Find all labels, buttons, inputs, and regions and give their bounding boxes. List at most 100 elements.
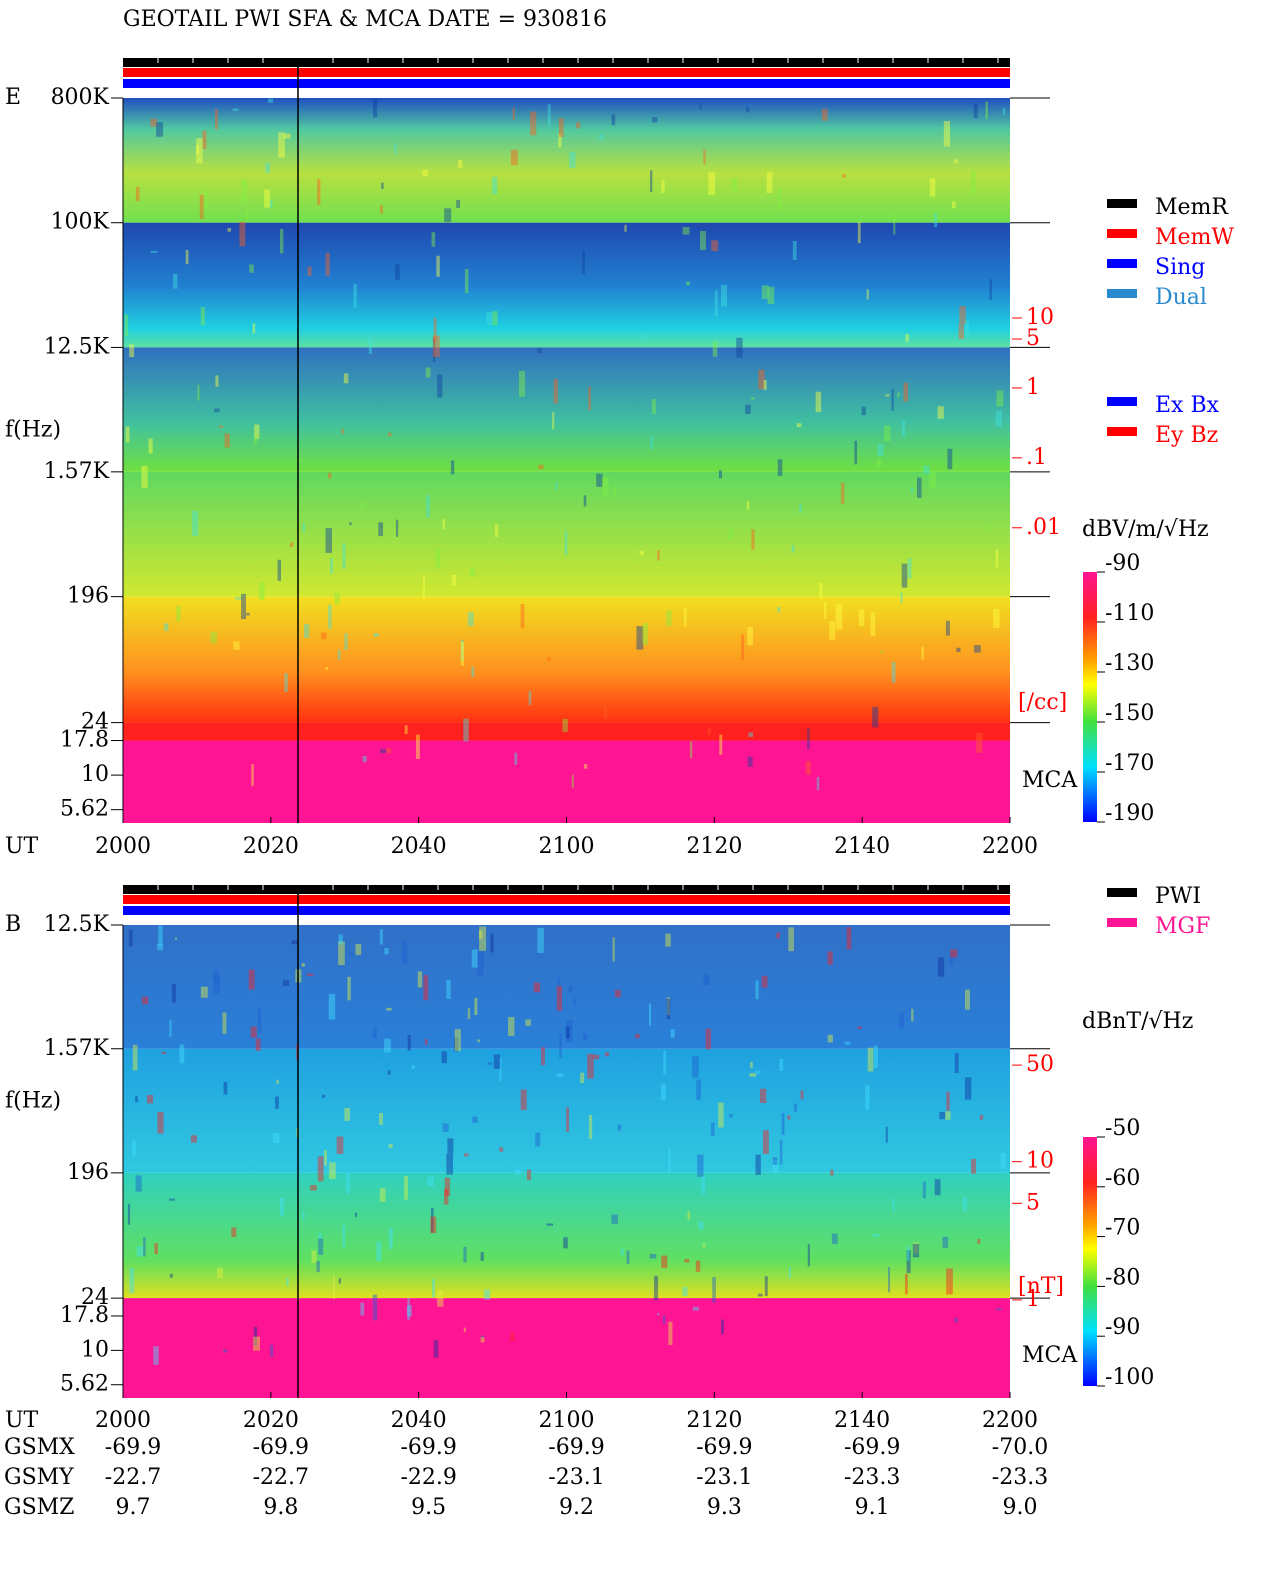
spectrogram-texture <box>463 1153 469 1157</box>
spectrogram-texture <box>499 1058 502 1082</box>
spectrogram-texture <box>306 973 314 976</box>
spectrogram-texture <box>741 634 745 660</box>
spectrogram-texture <box>708 172 716 195</box>
spectrogram-texture <box>910 487 914 494</box>
spectrogram-texture <box>604 1052 609 1057</box>
spectrogram-texture <box>176 605 181 622</box>
colorbar-tick-label: -150 <box>1105 701 1154 726</box>
spectrogram-texture <box>386 1007 392 1011</box>
spectrogram-texture <box>520 1089 527 1111</box>
spectrogram-texture <box>701 1176 706 1195</box>
spectrogram-texture <box>569 151 576 168</box>
x-tick-label: 2040 <box>391 1408 447 1433</box>
spectrogram-texture <box>196 144 199 155</box>
spectrogram-texture <box>494 524 499 538</box>
colorbar-tick-label: -110 <box>1105 601 1154 626</box>
spectrogram-texture <box>748 732 754 737</box>
spectrogram-texture <box>379 1188 386 1202</box>
orbit-value: -69.9 <box>105 1435 161 1460</box>
spectrogram-texture <box>520 604 525 629</box>
spectrogram-texture <box>762 1130 769 1155</box>
spectrogram-texture <box>666 998 671 1020</box>
spectrogram-texture <box>135 1096 138 1103</box>
y-tick-label: 12.5K <box>44 912 110 937</box>
spectrogram-texture <box>136 1246 144 1257</box>
spectrogram-texture <box>857 222 861 244</box>
spectrogram-texture <box>454 1029 461 1052</box>
orbit-value: 9.5 <box>411 1495 446 1520</box>
spectrogram-texture <box>317 179 321 205</box>
spectrogram-texture <box>161 1051 166 1055</box>
spectrogram-texture <box>682 227 690 235</box>
spectrogram-texture <box>233 641 240 650</box>
spectrogram-texture <box>442 519 446 530</box>
spectrogram-texture <box>329 1162 336 1179</box>
spectrogram-texture <box>973 103 978 119</box>
spectrogram-texture <box>916 477 922 498</box>
spectrogram-texture <box>663 1050 666 1075</box>
spectrogram-texture <box>307 266 312 276</box>
spectrogram-texture <box>904 1273 908 1295</box>
spectrogram-texture <box>127 1203 131 1225</box>
spectrogram-texture <box>827 951 833 965</box>
spectrogram-texture <box>386 747 392 754</box>
orbit-value: -23.1 <box>696 1465 752 1490</box>
spectrogram-texture <box>718 470 723 479</box>
spectrogram-texture <box>342 1225 346 1249</box>
spectrogram-texture <box>345 1173 350 1194</box>
spectrogram-texture <box>599 134 604 140</box>
spectrogram-texture <box>253 1326 258 1347</box>
spectrogram-texture <box>512 107 515 120</box>
spectrogram-texture <box>1002 107 1005 116</box>
spectrogram-texture <box>830 1169 834 1176</box>
orbit-value: 9.8 <box>263 1495 298 1520</box>
spectrogram-texture <box>906 1245 910 1261</box>
spectrogram-texture <box>248 969 255 990</box>
colorbar-tick-label: -130 <box>1105 651 1154 676</box>
spectrogram-texture <box>657 550 660 561</box>
spectrogram-texture <box>174 937 178 940</box>
spectrogram-texture <box>831 1233 838 1245</box>
y-axis-label: f(Hz) <box>5 418 61 443</box>
spectrogram-texture <box>372 1294 378 1321</box>
spectrogram-band <box>123 925 1010 1049</box>
spectrogram-texture <box>840 482 845 505</box>
colorbar-label: dBV/m/√Hz <box>1082 517 1209 542</box>
orbit-value: 9.7 <box>116 1495 151 1520</box>
spectrogram-texture <box>964 1077 972 1100</box>
spectrogram-texture <box>348 952 354 955</box>
spectrogram-texture <box>564 531 568 556</box>
spectrogram-texture <box>379 929 383 945</box>
spectrogram-texture <box>457 159 463 168</box>
spectrogram-texture <box>423 975 429 1001</box>
spectrogram-texture <box>253 437 257 445</box>
spectrogram-texture <box>490 933 494 953</box>
spectrogram-texture <box>698 1221 704 1230</box>
spectrogram-texture <box>964 989 970 1010</box>
spectrogram-texture <box>222 1012 227 1034</box>
spectrogram-texture <box>373 1027 377 1039</box>
spectrogram-texture <box>937 406 944 419</box>
y-tick-label: 1.57K <box>44 1036 110 1061</box>
spectrogram-texture <box>903 382 909 402</box>
spectrogram-texture <box>766 172 773 194</box>
spectrogram-texture <box>763 379 767 390</box>
spectrogram-texture <box>360 1302 365 1316</box>
spectrogram-texture <box>299 459 303 462</box>
spectrogram-texture <box>338 941 345 966</box>
spectrogram-texture <box>141 465 148 489</box>
spectrogram-texture <box>284 673 288 693</box>
spectrogram-texture <box>697 1154 704 1177</box>
spectrogram-texture <box>846 927 852 950</box>
spectrogram-texture <box>388 1144 393 1148</box>
spectrogram-texture <box>547 104 551 127</box>
spectrogram-texture <box>755 1071 761 1074</box>
spectrogram-texture <box>394 143 397 155</box>
spectrogram-texture <box>185 249 189 265</box>
spectrogram-texture <box>750 1061 753 1069</box>
spectrogram-texture <box>432 335 440 358</box>
spectrogram-texture <box>432 337 436 363</box>
spectrogram-texture <box>463 1327 466 1333</box>
y-tick-label: 5.62 <box>60 797 109 822</box>
spectrogram-texture <box>1000 1153 1006 1169</box>
